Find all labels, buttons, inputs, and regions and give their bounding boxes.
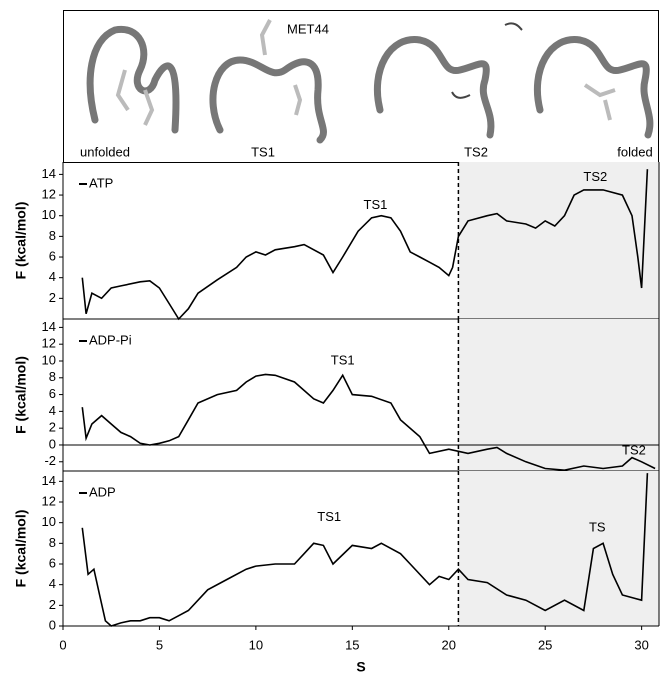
y-tick-label: 4 <box>49 403 56 418</box>
legend-label: ADP <box>89 484 116 499</box>
x-tick-label: 20 <box>442 637 456 652</box>
x-tick-label: 10 <box>249 637 263 652</box>
y-tick-label: 8 <box>49 535 56 550</box>
arrow <box>451 22 523 99</box>
x-axis-label: S <box>356 659 365 673</box>
y-tick-label: 4 <box>49 269 56 284</box>
legend-label: ATP <box>89 175 113 190</box>
x-tick-label: 0 <box>59 637 66 652</box>
y-axis-label: F (kcal/mol) <box>13 510 29 588</box>
shaded-region <box>458 319 659 471</box>
y-tick-label: 10 <box>42 514 56 529</box>
y-tick-label: -2 <box>44 453 56 468</box>
y-tick-label: 2 <box>49 290 56 305</box>
y-tick-label: 10 <box>42 352 56 367</box>
structure-label: TS2 <box>464 144 488 159</box>
y-tick-label: 12 <box>42 186 56 201</box>
y-tick-label: 6 <box>49 248 56 263</box>
y-axis-label: F (kcal/mol) <box>13 202 29 280</box>
y-tick-label: 8 <box>49 369 56 384</box>
y-tick-label: 14 <box>42 166 56 181</box>
structure-label: unfolded <box>80 144 130 159</box>
x-tick-label: 30 <box>634 637 648 652</box>
y-tick-label: 6 <box>49 555 56 570</box>
y-tick-label: 12 <box>42 493 56 508</box>
structure-frame <box>63 10 659 163</box>
shaded-region <box>458 162 659 319</box>
annotation: TS2 <box>622 442 646 457</box>
line <box>81 169 649 321</box>
y-tick-label: 12 <box>42 336 56 351</box>
ribbon <box>533 36 654 139</box>
y-tick-label: 6 <box>49 386 56 401</box>
y-axis-label: F (kcal/mol) <box>13 356 29 434</box>
annotation: TS <box>589 519 606 534</box>
legend-label: ADP-Pi <box>89 332 132 347</box>
side-chain <box>259 19 303 116</box>
y-tick-label: 14 <box>42 473 56 488</box>
y-tick-label: 14 <box>42 319 56 334</box>
y-tick-label: 8 <box>49 228 56 243</box>
ribbon <box>373 36 495 139</box>
structure-label: TS1 <box>251 144 275 159</box>
y-tick-label: 10 <box>42 207 56 222</box>
ribbon <box>86 25 180 134</box>
annotation: TS2 <box>583 169 607 184</box>
x-tick-label: 15 <box>345 637 359 652</box>
x-tick-label: 25 <box>538 637 552 652</box>
annotation: TS1 <box>331 352 355 367</box>
line <box>81 473 649 627</box>
y-tick-label: 0 <box>49 617 56 632</box>
structure-label: MET44 <box>287 21 329 36</box>
side-chain <box>583 83 616 121</box>
x-tick-label: 5 <box>156 637 163 652</box>
y-tick-label: 2 <box>49 420 56 435</box>
annotation: TS1 <box>317 509 341 524</box>
annotation: TS1 <box>364 197 388 212</box>
side-chain <box>115 69 155 126</box>
structure-panel: unfolded TS1 MET44 TS2 folded <box>63 10 659 163</box>
line <box>81 373 656 472</box>
ribbon <box>209 56 327 144</box>
y-tick-label: 2 <box>49 597 56 612</box>
structure-label: folded <box>617 144 652 159</box>
y-tick-label: 0 <box>49 436 56 451</box>
y-tick-label: 4 <box>49 576 56 591</box>
shaded-region <box>458 471 659 626</box>
